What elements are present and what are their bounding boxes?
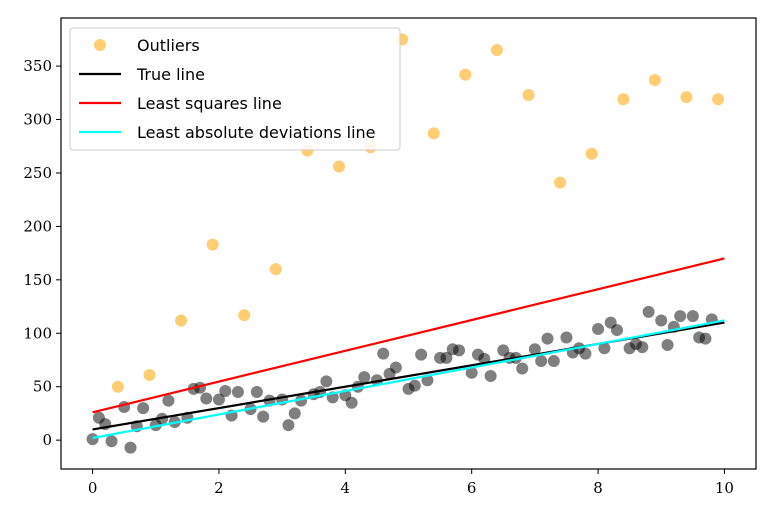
y-tick-label: 50 xyxy=(33,378,52,396)
inlier-point xyxy=(642,305,655,318)
outlier-point xyxy=(427,127,440,140)
legend-box xyxy=(69,27,401,151)
inlier-point xyxy=(547,355,560,368)
inlier-point xyxy=(440,351,453,364)
inlier-point xyxy=(484,370,497,383)
inlier-point xyxy=(686,310,699,323)
inlier-point xyxy=(212,393,225,406)
legend: Outliers True line Least squares line Least… xyxy=(69,27,401,151)
inlier-point xyxy=(674,310,687,323)
inlier-point xyxy=(219,384,232,397)
inlier-point xyxy=(320,375,333,388)
outlier-point xyxy=(680,91,693,104)
legend-item-least-squares: Least squares line xyxy=(137,94,282,113)
outlier-point xyxy=(522,88,535,101)
x-tick-label: 8 xyxy=(593,479,603,497)
outlier-point xyxy=(712,93,725,106)
inlier-point xyxy=(377,347,390,360)
y-tick-label: 150 xyxy=(23,271,52,289)
legend-item-true-line: True line xyxy=(136,65,205,84)
inlier-point xyxy=(465,366,478,379)
inlier-point xyxy=(408,379,421,392)
y-tick-label: 0 xyxy=(42,431,52,449)
inlier-point xyxy=(415,348,428,361)
x-tick-label: 0 xyxy=(88,479,98,497)
legend-item-lad: Least absolute deviations line xyxy=(137,123,376,142)
y-tick-label: 100 xyxy=(23,324,52,342)
outlier-point xyxy=(554,176,567,189)
outlier-point xyxy=(143,368,156,381)
inlier-point xyxy=(699,332,712,345)
y-tick-label: 350 xyxy=(23,57,52,75)
outlier-point xyxy=(269,263,282,276)
outlier-point xyxy=(459,68,472,81)
inlier-point xyxy=(636,341,649,354)
inlier-point xyxy=(516,362,529,375)
inlier-point xyxy=(105,435,118,448)
inlier-point xyxy=(200,392,213,405)
outlier-point xyxy=(111,380,124,393)
outlier-point xyxy=(175,314,188,327)
inlier-point xyxy=(528,343,541,356)
inlier-point xyxy=(345,396,358,409)
inlier-point xyxy=(535,355,548,368)
outlier-point xyxy=(206,238,219,251)
outlier-point xyxy=(238,309,251,322)
inlier-point xyxy=(124,441,137,454)
outlier-point xyxy=(648,73,661,86)
outlier-point xyxy=(585,147,598,160)
inlier-point xyxy=(453,344,466,357)
inlier-point xyxy=(611,324,623,337)
x-tick-label: 6 xyxy=(467,479,477,497)
outlier-point xyxy=(490,44,503,57)
inlier-point xyxy=(137,402,150,415)
least-squares-line xyxy=(92,257,725,414)
inlier-point xyxy=(655,314,668,327)
x-tick-label: 4 xyxy=(341,479,351,497)
inlier-point xyxy=(560,331,573,344)
inlier-point xyxy=(358,371,371,384)
x-tick-label: 2 xyxy=(214,479,224,497)
inlier-point xyxy=(592,322,605,335)
inlier-point xyxy=(579,347,592,360)
inlier-point xyxy=(257,410,270,423)
axes-frame xyxy=(60,17,757,470)
y-tick-label: 300 xyxy=(23,111,52,129)
y-tick-label: 200 xyxy=(23,217,52,235)
outlier-point xyxy=(617,93,630,106)
lad-line xyxy=(92,319,725,440)
inlier-point xyxy=(282,419,295,432)
inlier-point xyxy=(541,332,554,345)
y-tick-label: 250 xyxy=(23,164,52,182)
inlier-point xyxy=(389,361,402,374)
inlier-point xyxy=(231,386,244,399)
inlier-point xyxy=(86,433,99,446)
inlier-point xyxy=(162,394,175,407)
legend-marker xyxy=(94,39,106,51)
outlier-point xyxy=(333,160,345,173)
inlier-point xyxy=(598,342,611,355)
inlier-point xyxy=(250,386,263,399)
plot-area xyxy=(86,33,725,454)
inlier-point xyxy=(288,407,301,420)
legend-item-outliers: Outliers xyxy=(137,36,200,55)
x-tick-label: 10 xyxy=(715,479,734,497)
inlier-point xyxy=(661,339,674,352)
